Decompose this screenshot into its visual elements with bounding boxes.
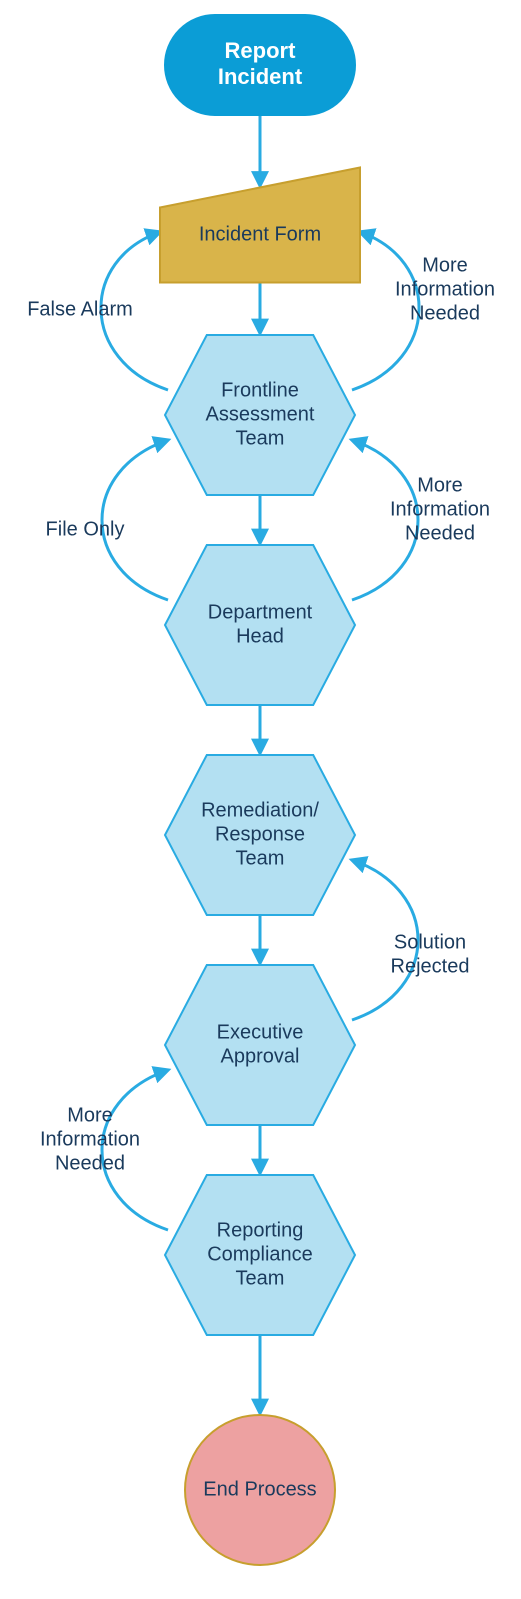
node-label-frontline: Frontline: [221, 379, 299, 401]
edge-label-more-info-1: Information: [395, 278, 495, 300]
edge-label-more-info-3: Information: [40, 1128, 140, 1150]
node-label-compliance: Compliance: [207, 1243, 313, 1265]
node-label-exec: Approval: [221, 1045, 300, 1067]
node-end: End Process: [185, 1415, 335, 1565]
edge-label-more-info-2: Needed: [405, 522, 475, 544]
edge-label-more-info-1: Needed: [410, 302, 480, 324]
node-label-end: End Process: [203, 1478, 316, 1500]
edge-label-solution-rejected: Rejected: [391, 955, 470, 977]
node-label-compliance: Reporting: [217, 1219, 304, 1241]
node-start: ReportIncident: [165, 15, 355, 115]
node-remed: Remediation/ResponseTeam: [165, 755, 355, 915]
edge-label-false-alarm: False Alarm: [27, 298, 133, 320]
node-label-start: Report: [225, 38, 297, 63]
node-exec: ExecutiveApproval: [165, 965, 355, 1125]
edge-label-more-info-3: More: [67, 1104, 113, 1126]
node-label-remed: Team: [236, 847, 285, 869]
edge-label-more-info-3: Needed: [55, 1152, 125, 1174]
node-label-frontline: Team: [236, 427, 285, 449]
node-label-exec: Executive: [217, 1021, 304, 1043]
node-frontline: FrontlineAssessmentTeam: [165, 335, 355, 495]
node-label-depthead: Head: [236, 625, 284, 647]
node-label-remed: Response: [215, 823, 305, 845]
node-label-depthead: Department: [208, 601, 313, 623]
edge-label-more-info-2: More: [417, 474, 463, 496]
node-label-compliance: Team: [236, 1267, 285, 1289]
edge-label-file-only: File Only: [46, 518, 125, 540]
node-compliance: ReportingComplianceTeam: [165, 1175, 355, 1335]
node-label-form: Incident Form: [199, 223, 321, 245]
node-depthead: DepartmentHead: [165, 545, 355, 705]
edge-more-info-1: [352, 232, 419, 390]
edge-label-solution-rejected: Solution: [394, 931, 466, 953]
node-label-frontline: Assessment: [206, 403, 315, 425]
edge-label-more-info-2: Information: [390, 498, 490, 520]
node-label-start: Incident: [218, 64, 303, 89]
node-label-remed: Remediation/: [201, 799, 319, 821]
nodes-layer: ReportIncident Incident Form FrontlineAsse…: [160, 15, 360, 1565]
edge-label-more-info-1: More: [422, 254, 468, 276]
